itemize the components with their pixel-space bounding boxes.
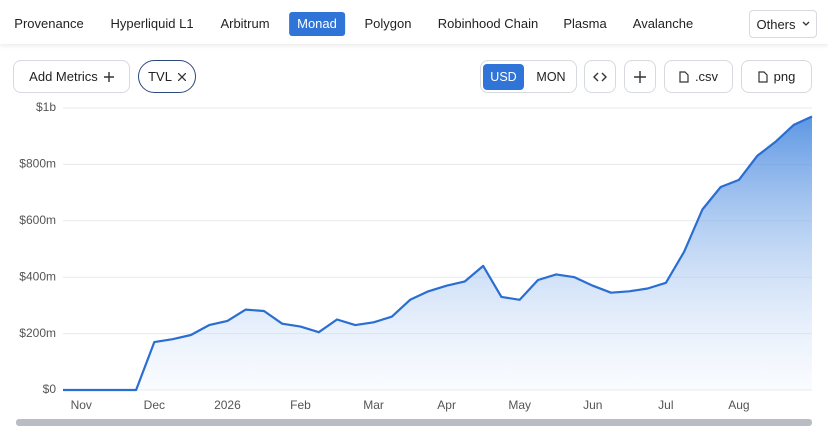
x-tick-label: Dec xyxy=(144,398,165,412)
x-tick-label: 2026 xyxy=(214,398,241,412)
tab[interactable]: Plasma xyxy=(563,16,607,31)
x-tick-label: Jun xyxy=(583,398,602,412)
tab[interactable]: Provenance xyxy=(14,16,84,31)
csv-button[interactable]: .csv xyxy=(664,60,733,93)
y-tick-label: $0 xyxy=(43,382,57,396)
x-tick-label: Aug xyxy=(728,398,749,412)
x-tick-label: Feb xyxy=(290,398,311,412)
x-tick-label: May xyxy=(508,398,531,412)
tab[interactable]: Avalanche xyxy=(632,16,694,31)
png-button[interactable]: png xyxy=(741,60,812,93)
tab[interactable]: Polygon xyxy=(364,16,412,31)
metric-chip-label: TVL xyxy=(148,69,172,84)
plus-icon xyxy=(103,71,114,82)
chain-tabs: Provenance Hyperliquid L1 Arbitrum Monad… xyxy=(0,0,828,44)
chevron-icon xyxy=(802,21,809,26)
close-icon xyxy=(177,72,186,81)
png-label: png xyxy=(773,69,796,84)
area xyxy=(63,116,812,390)
y-tick-label: $800m xyxy=(19,157,56,171)
tab-active[interactable]: Monad xyxy=(289,12,345,36)
scrollbar[interactable] xyxy=(16,419,812,426)
others-label: Others xyxy=(756,16,796,32)
currency-toggle: USD MON xyxy=(480,60,577,93)
y-tick-label: $200m xyxy=(19,326,56,340)
metric-chip[interactable]: TVL xyxy=(138,60,196,93)
others-dropdown[interactable]: Others xyxy=(749,10,817,38)
csv-label: .csv xyxy=(694,69,719,84)
tab[interactable]: Hyperliquid L1 xyxy=(110,16,194,31)
code-icon xyxy=(593,72,607,81)
currency-option[interactable]: MON xyxy=(536,70,566,84)
add-metrics-label: Add Metrics xyxy=(29,69,98,84)
x-tick-label: Mar xyxy=(363,398,384,412)
file-icon xyxy=(679,70,689,83)
y-tick-label: $1b xyxy=(36,100,56,114)
x-tick-label: Jul xyxy=(658,398,673,412)
tab[interactable]: Robinhood Chain xyxy=(437,16,539,31)
x-tick-label: Nov xyxy=(71,398,92,412)
y-tick-label: $600m xyxy=(19,213,56,227)
add-metrics-button[interactable]: Add Metrics xyxy=(13,60,130,93)
embed-button[interactable] xyxy=(584,60,616,93)
x-tick-label: Apr xyxy=(437,398,456,412)
y-tick-label: $400m xyxy=(19,269,56,283)
image-icon xyxy=(758,70,768,83)
add-button[interactable] xyxy=(624,60,656,93)
currency-option-active[interactable]: USD xyxy=(483,64,524,90)
line xyxy=(63,115,813,392)
tab[interactable]: Arbitrum xyxy=(220,16,270,31)
plus-icon xyxy=(634,70,646,83)
